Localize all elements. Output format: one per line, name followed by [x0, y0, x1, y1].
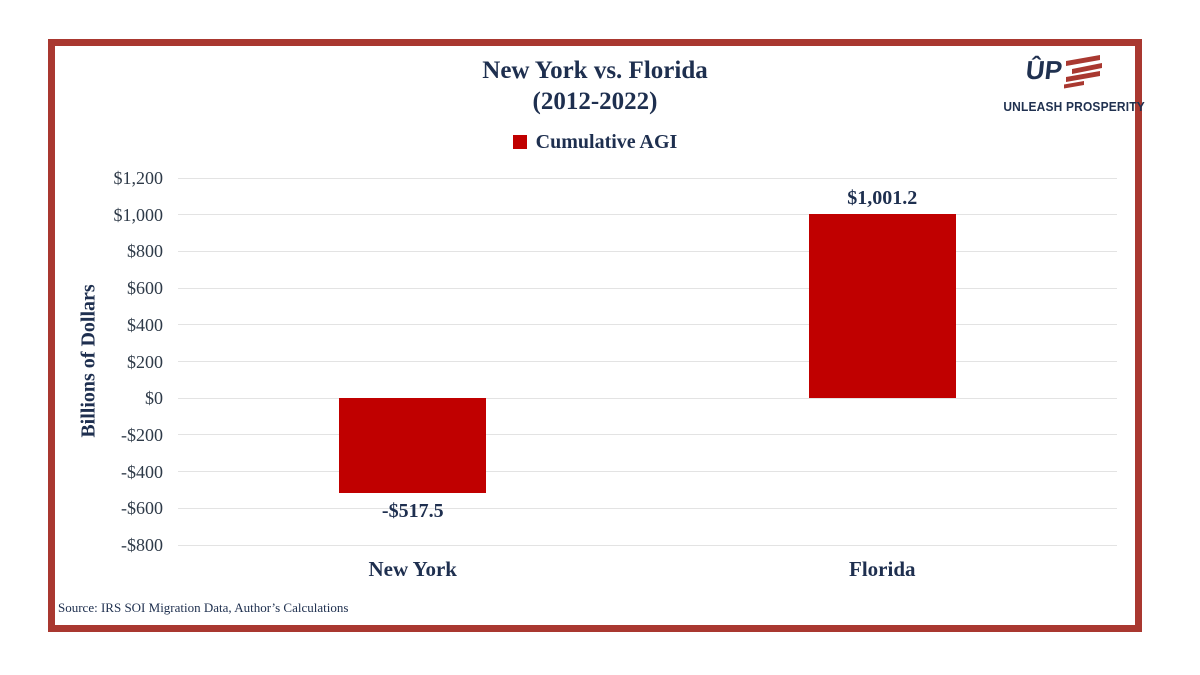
y-axis-ticks: $1,200 $1,000 $800 $600 $400 $200 $0 -$200 -$400…	[40, 168, 164, 555]
value-label-florida: $1,001.2	[847, 187, 918, 210]
chart-title-line2: (2012-2022)	[532, 88, 658, 115]
gridline	[178, 507, 1117, 509]
logo-wordmark: UNLEASH PROSPERITY	[1003, 99, 1145, 114]
y-tick-label: $800	[127, 241, 163, 262]
y-tick-label: -$200	[121, 424, 163, 445]
bar-new-york	[339, 398, 487, 494]
legend-label: Cumulative AGI	[535, 130, 678, 153]
logo-mark: ÛP	[998, 55, 1132, 97]
y-tick-label: -$800	[121, 535, 163, 555]
gridline	[178, 397, 1117, 399]
y-tick-label: $1,200	[113, 168, 164, 188]
unleash-prosperity-logo: ÛP UNLEASH PROSPERITY	[998, 55, 1145, 114]
x-axis-category-labels: New York Florida	[178, 557, 1117, 587]
y-tick-label: $0	[145, 388, 163, 409]
y-tick-label: -$400	[121, 461, 163, 482]
gridline	[178, 324, 1117, 326]
legend-swatch-icon	[512, 135, 527, 149]
y-tick-label: -$600	[121, 498, 163, 519]
y-tick-label: $600	[127, 278, 163, 299]
gridline	[178, 250, 1117, 252]
chart-border-frame	[48, 39, 1142, 632]
y-tick-label: $1,000	[113, 204, 164, 225]
y-tick-label: $200	[127, 351, 163, 372]
bar-florida	[808, 214, 956, 399]
gridline	[178, 434, 1117, 436]
gridline	[178, 287, 1117, 289]
gridline	[178, 177, 1117, 179]
flag-stripes-icon	[1050, 55, 1104, 94]
source-note: Source: IRS SOI Migration Data, Author’s…	[58, 600, 349, 615]
gridline	[178, 361, 1117, 362]
category-label-florida: Florida	[849, 557, 916, 581]
chart-title-line1: New York vs. Florida	[482, 57, 708, 84]
plot-area: -$517.5 $1,001.2	[178, 177, 1117, 546]
chart-legend: Cumulative AGI	[295, 130, 895, 154]
chart-title: New York vs. Florida (2012-2022)	[295, 55, 895, 117]
value-label-new-york: -$517.5	[381, 500, 444, 523]
gridline	[178, 214, 1117, 216]
y-tick-label: $400	[127, 314, 163, 335]
category-label-new-york: New York	[368, 557, 457, 581]
gridline	[178, 471, 1117, 473]
gridline	[178, 544, 1117, 546]
logo-monogram: ÛP	[1024, 55, 1064, 85]
